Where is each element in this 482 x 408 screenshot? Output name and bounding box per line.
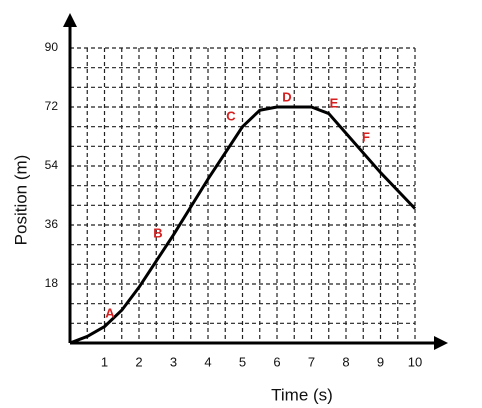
data-line	[69, 105, 417, 345]
x-tick-label: 7	[308, 354, 315, 369]
x-tick-label: 6	[273, 354, 280, 369]
point-label: D	[282, 89, 291, 104]
y-tick-label: 54	[45, 158, 59, 172]
x-axis-label: Time (s)	[271, 385, 333, 404]
y-tick-label: 90	[45, 40, 59, 54]
x-tick-label: 1	[101, 354, 108, 369]
x-tick-label: 2	[135, 354, 142, 369]
x-tick-label: 4	[204, 354, 211, 369]
y-axis-arrow	[63, 13, 77, 27]
y-tick-label: 72	[45, 99, 59, 113]
x-axis-arrow	[434, 336, 448, 350]
x-tick-label: 9	[377, 354, 384, 369]
point-label: A	[105, 305, 115, 320]
x-tick-label: 8	[342, 354, 349, 369]
point-label: B	[153, 225, 162, 240]
x-tick-label: 10	[408, 354, 422, 369]
x-tick-label: 5	[239, 354, 246, 369]
x-tick-label: 3	[170, 354, 177, 369]
point-label: F	[362, 129, 370, 144]
y-axis-label: Position (m)	[11, 155, 30, 246]
y-tick-label: 36	[45, 217, 59, 231]
point-label: E	[330, 95, 339, 110]
y-tick-label: 18	[45, 276, 59, 290]
point-label: C	[226, 108, 236, 123]
